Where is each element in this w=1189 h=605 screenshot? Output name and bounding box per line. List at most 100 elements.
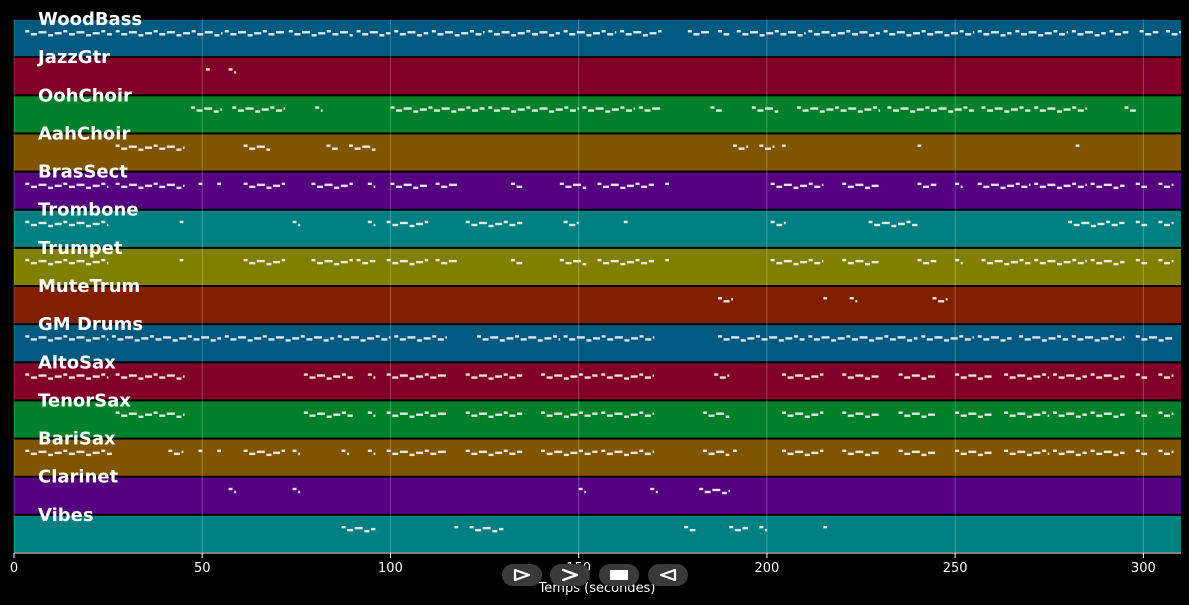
- track-lane-woodbass: [14, 20, 1181, 57]
- note-run-trumpet-19: [1158, 258, 1174, 265]
- note-run-brassect-2: [198, 182, 203, 186]
- note-run-tenorsax-6: [601, 411, 654, 418]
- note-run-clarinet-2: [578, 487, 587, 494]
- note-run-altosax-5: [465, 373, 523, 380]
- note-run-aahchoir-1: [243, 144, 270, 151]
- note-run-trumpet-11: [770, 258, 824, 266]
- note-run-gm-drums-8: [808, 335, 918, 342]
- note-run-woodbass-20: [1165, 30, 1181, 36]
- note-run-mutetrum-0: [717, 297, 734, 303]
- note-run-vibes-1: [454, 525, 459, 529]
- play-button[interactable]: [502, 564, 542, 586]
- track-lane-trombone: [14, 210, 1181, 247]
- x-tick-label-200: 200: [754, 561, 779, 576]
- note-run-altosax-3: [367, 373, 376, 379]
- note-run-trombone-12: [1158, 220, 1174, 227]
- x-tick-label-100: 100: [378, 561, 403, 576]
- note-run-brassect-3: [217, 182, 222, 186]
- note-run-trombone-4: [386, 220, 429, 228]
- note-run-woodbass-6: [431, 30, 485, 37]
- note-run-brassect-8: [435, 182, 457, 189]
- note-run-gm-drums-2: [224, 335, 334, 342]
- note-run-barisax-13: [733, 449, 737, 453]
- note-run-trumpet-0: [25, 258, 109, 266]
- note-run-tenorsax-11: [955, 411, 992, 418]
- note-run-woodbass-2: [224, 30, 285, 37]
- note-run-tenorsax-3: [386, 411, 446, 418]
- note-run-barisax-4: [243, 449, 286, 457]
- rewind-button[interactable]: [648, 564, 688, 586]
- note-run-tenorsax-15: [1135, 411, 1148, 417]
- note-run-trumpet-12: [842, 258, 879, 266]
- track-label-woodbass: WoodBass: [38, 9, 142, 30]
- note-run-gm-drums-12: [1071, 335, 1125, 342]
- note-run-gm-drums-11: [1019, 335, 1069, 342]
- note-run-woodbass-0: [25, 30, 112, 37]
- note-run-altosax-9: [781, 373, 824, 380]
- note-run-trombone-3: [367, 220, 376, 227]
- note-run-tenorsax-9: [842, 411, 879, 418]
- note-run-trumpet-13: [917, 258, 937, 265]
- fast-forward-button[interactable]: [550, 564, 590, 586]
- note-run-trumpet-3: [311, 258, 353, 266]
- note-run-brassect-18: [1034, 182, 1087, 190]
- note-run-brassect-20: [1135, 182, 1148, 189]
- note-run-oohchoir-6: [638, 106, 661, 112]
- note-marks: [25, 30, 1181, 533]
- note-run-brassect-12: [665, 182, 670, 186]
- note-run-trumpet-4: [356, 258, 376, 265]
- note-run-clarinet-3: [650, 487, 658, 494]
- note-run-woodbass-14: [883, 30, 975, 37]
- note-run-tenorsax-8: [781, 411, 824, 418]
- note-run-trombone-10: [1068, 220, 1125, 228]
- note-run-tenorsax-5: [541, 411, 598, 418]
- playback-controls: [502, 564, 688, 588]
- note-run-trombone-1: [179, 220, 184, 224]
- note-run-brassect-19: [1090, 182, 1125, 190]
- track-label-jazzgtr: JazzGtr: [36, 47, 110, 68]
- note-run-oohchoir-9: [797, 106, 881, 113]
- note-run-brassect-1: [115, 182, 185, 190]
- note-run-altosax-17: [1158, 373, 1174, 379]
- note-run-altosax-4: [386, 373, 446, 380]
- note-run-altosax-6: [541, 373, 598, 380]
- note-run-oohchoir-12: [1034, 106, 1087, 113]
- note-run-brassect-15: [917, 182, 937, 189]
- note-run-barisax-1: [168, 449, 184, 456]
- note-run-barisax-11: [601, 449, 654, 457]
- note-run-clarinet-4: [699, 487, 731, 495]
- track-lane-trumpet: [14, 248, 1181, 285]
- note-run-trumpet-16: [1034, 258, 1087, 266]
- note-run-tenorsax-12: [1004, 411, 1050, 418]
- note-run-trombone-7: [623, 220, 628, 224]
- note-run-vibes-2: [469, 525, 504, 533]
- note-run-vibes-4: [729, 525, 749, 532]
- note-run-woodbass-10: [687, 30, 710, 36]
- track-label-altosax: AltoSax: [38, 352, 116, 373]
- note-run-barisax-21: [1135, 449, 1148, 456]
- note-run-aahchoir-0: [115, 144, 185, 151]
- note-run-gm-drums-7: [717, 335, 805, 342]
- note-run-tenorsax-7: [702, 411, 730, 418]
- note-run-woodbass-7: [488, 30, 560, 37]
- note-run-brassect-0: [25, 182, 109, 190]
- note-run-oohchoir-1: [232, 106, 286, 113]
- note-run-aahchoir-7: [917, 144, 922, 147]
- note-run-oohchoir-0: [190, 106, 222, 113]
- note-run-barisax-0: [25, 449, 112, 457]
- note-run-mutetrum-3: [932, 297, 948, 303]
- note-run-gm-drums-9: [921, 335, 974, 342]
- note-run-altosax-12: [955, 373, 992, 380]
- note-run-gm-drums-0: [25, 335, 109, 342]
- track-lane-altosax: [14, 363, 1181, 400]
- note-run-vibes-6: [823, 525, 828, 529]
- x-tick-label-300: 300: [1131, 561, 1156, 576]
- note-run-barisax-22: [1158, 449, 1174, 456]
- stop-button[interactable]: [599, 564, 639, 586]
- track-label-oohchoir: OohChoir: [38, 85, 132, 106]
- note-run-woodbass-13: [808, 30, 880, 37]
- note-run-tenorsax-10: [898, 411, 936, 418]
- note-run-trumpet-2: [243, 258, 286, 266]
- track-label-trombone: Trombone: [38, 200, 139, 221]
- note-run-aahchoir-8: [1075, 144, 1080, 147]
